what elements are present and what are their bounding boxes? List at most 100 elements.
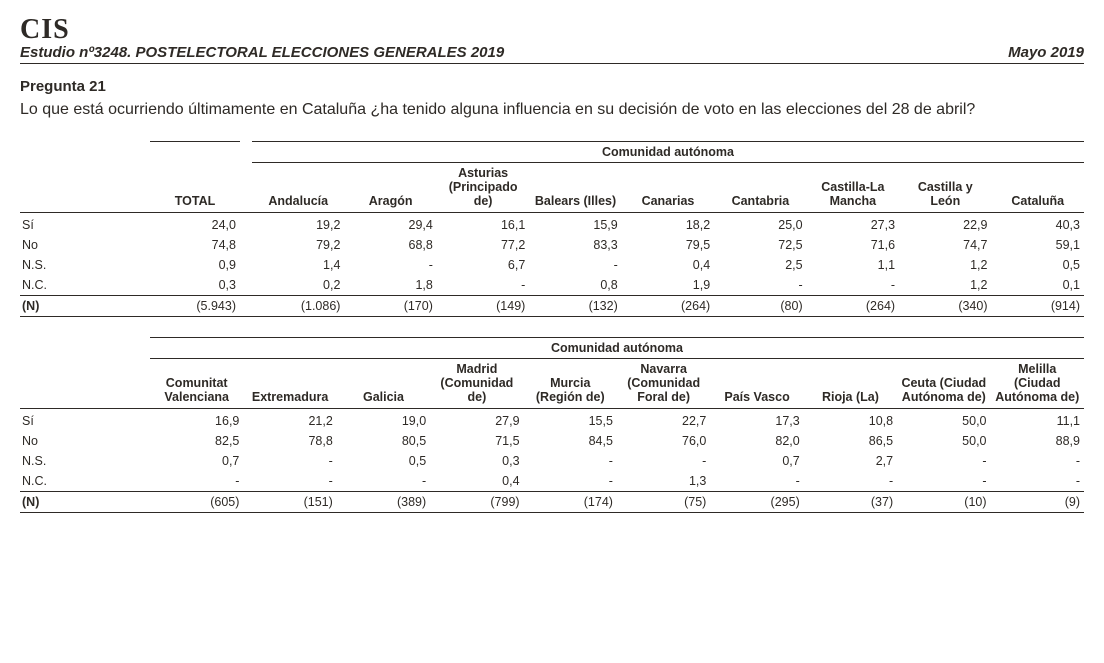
- study-title: Estudio nº3248. POSTELECTORAL ELECCIONES…: [20, 44, 504, 61]
- col-head: País Vasco: [710, 358, 803, 408]
- data-cell: 0,5: [992, 255, 1085, 275]
- data-cell: 11,1: [991, 408, 1084, 431]
- table-row: No82,578,880,571,584,576,082,086,550,088…: [20, 431, 1084, 451]
- data-cell: (80): [714, 295, 806, 316]
- data-cell: (149): [437, 295, 529, 316]
- spacer-cell: [240, 212, 252, 235]
- data-cell: 76,0: [617, 431, 710, 451]
- data-cell: 68,8: [344, 235, 436, 255]
- row-label: Sí: [20, 212, 150, 235]
- row-label: N.S.: [20, 451, 150, 471]
- data-cell: (132): [529, 295, 621, 316]
- col-head: Melilla (Ciudad Autónoma de): [991, 358, 1084, 408]
- data-cell: 82,5: [150, 431, 243, 451]
- data-cell: -: [344, 255, 436, 275]
- table-row: N.S.0,91,4-6,7-0,42,51,11,20,5: [20, 255, 1084, 275]
- data-cell: 88,9: [991, 431, 1084, 451]
- data-cell: 29,4: [344, 212, 436, 235]
- table-row: N.C.0,30,21,8-0,81,9--1,20,1: [20, 275, 1084, 296]
- data-cell: 27,9: [430, 408, 523, 431]
- table-row: N.C.---0,4-1,3----: [20, 471, 1084, 492]
- study-date: Mayo 2019: [1008, 44, 1084, 61]
- data-cell: 21,2: [243, 408, 336, 431]
- col-head: Cataluña: [992, 162, 1085, 212]
- spanner-label: Comunidad autónoma: [252, 141, 1084, 162]
- data-cell: 0,2: [252, 275, 344, 296]
- data-cell: 16,9: [150, 408, 243, 431]
- org-title: CIS: [20, 14, 70, 46]
- data-cell: -: [804, 471, 897, 492]
- crosstab-table-2: Comunidad autónoma Comunitat Valenciana …: [20, 337, 1084, 513]
- data-cell: 19,0: [337, 408, 430, 431]
- data-cell: 0,4: [622, 255, 714, 275]
- data-cell: (295): [710, 491, 803, 512]
- data-cell: 86,5: [804, 431, 897, 451]
- data-cell: 82,0: [710, 431, 803, 451]
- row-label: N.C.: [20, 471, 150, 492]
- data-cell: -: [243, 451, 336, 471]
- table1-body: Sí24,019,229,416,115,918,225,027,322,940…: [20, 212, 1084, 316]
- total-cell: 74,8: [150, 235, 240, 255]
- col-head: Extremadura: [243, 358, 336, 408]
- table-row: Sí16,921,219,027,915,522,717,310,850,011…: [20, 408, 1084, 431]
- col-head: Murcia (Región de): [524, 358, 617, 408]
- data-cell: -: [991, 451, 1084, 471]
- data-cell: 0,4: [430, 471, 523, 492]
- data-cell: 6,7: [437, 255, 529, 275]
- table-row: N.S.0,7-0,50,3--0,72,7--: [20, 451, 1084, 471]
- data-cell: 0,3: [430, 451, 523, 471]
- col-head: Canarias: [622, 162, 714, 212]
- col-head: Castilla y León: [899, 162, 991, 212]
- spacer-cell: [240, 275, 252, 296]
- data-cell: 25,0: [714, 212, 806, 235]
- data-cell: 59,1: [992, 235, 1085, 255]
- data-cell: -: [714, 275, 806, 296]
- total-col-head: TOTAL: [150, 162, 240, 212]
- data-cell: 79,2: [252, 235, 344, 255]
- data-cell: 72,5: [714, 235, 806, 255]
- data-cell: 17,3: [710, 408, 803, 431]
- data-cell: 74,7: [899, 235, 991, 255]
- data-cell: -: [337, 471, 430, 492]
- row-label: N.C.: [20, 275, 150, 296]
- data-cell: 71,5: [430, 431, 523, 451]
- data-cell: 2,7: [804, 451, 897, 471]
- table-row: (N)(605)(151)(389)(799)(174)(75)(295)(37…: [20, 491, 1084, 512]
- col-head: Comunitat Valenciana: [150, 358, 243, 408]
- row-label: N.S.: [20, 255, 150, 275]
- column-headers-1: TOTAL Andalucía Aragón Asturias (Princip…: [20, 162, 1084, 212]
- col-head: Castilla-La Mancha: [807, 162, 899, 212]
- col-head: Ceuta (Ciudad Autónoma de): [897, 358, 990, 408]
- column-headers-2: Comunitat Valenciana Extremadura Galicia…: [20, 358, 1084, 408]
- row-label: Sí: [20, 408, 150, 431]
- data-cell: -: [524, 451, 617, 471]
- data-cell: 0,5: [337, 451, 430, 471]
- data-cell: (151): [243, 491, 336, 512]
- table-row: Sí24,019,229,416,115,918,225,027,322,940…: [20, 212, 1084, 235]
- row-label: No: [20, 235, 150, 255]
- data-cell: -: [897, 451, 990, 471]
- data-cell: 78,8: [243, 431, 336, 451]
- spacer-cell: [240, 235, 252, 255]
- data-cell: 84,5: [524, 431, 617, 451]
- data-cell: (1.086): [252, 295, 344, 316]
- data-cell: (389): [337, 491, 430, 512]
- data-cell: 1,2: [899, 275, 991, 296]
- data-cell: 0,7: [710, 451, 803, 471]
- col-head: Madrid (Comunidad de): [430, 358, 523, 408]
- data-cell: 1,8: [344, 275, 436, 296]
- data-cell: -: [150, 471, 243, 492]
- data-cell: -: [243, 471, 336, 492]
- data-cell: (37): [804, 491, 897, 512]
- data-cell: -: [617, 451, 710, 471]
- data-cell: -: [991, 471, 1084, 492]
- data-cell: 1,3: [617, 471, 710, 492]
- data-cell: 1,1: [807, 255, 899, 275]
- data-cell: -: [897, 471, 990, 492]
- data-cell: 15,9: [529, 212, 621, 235]
- col-head: Navarra (Comunidad Foral de): [617, 358, 710, 408]
- data-cell: 0,8: [529, 275, 621, 296]
- data-cell: (914): [992, 295, 1085, 316]
- total-cell: 0,3: [150, 275, 240, 296]
- data-cell: 1,4: [252, 255, 344, 275]
